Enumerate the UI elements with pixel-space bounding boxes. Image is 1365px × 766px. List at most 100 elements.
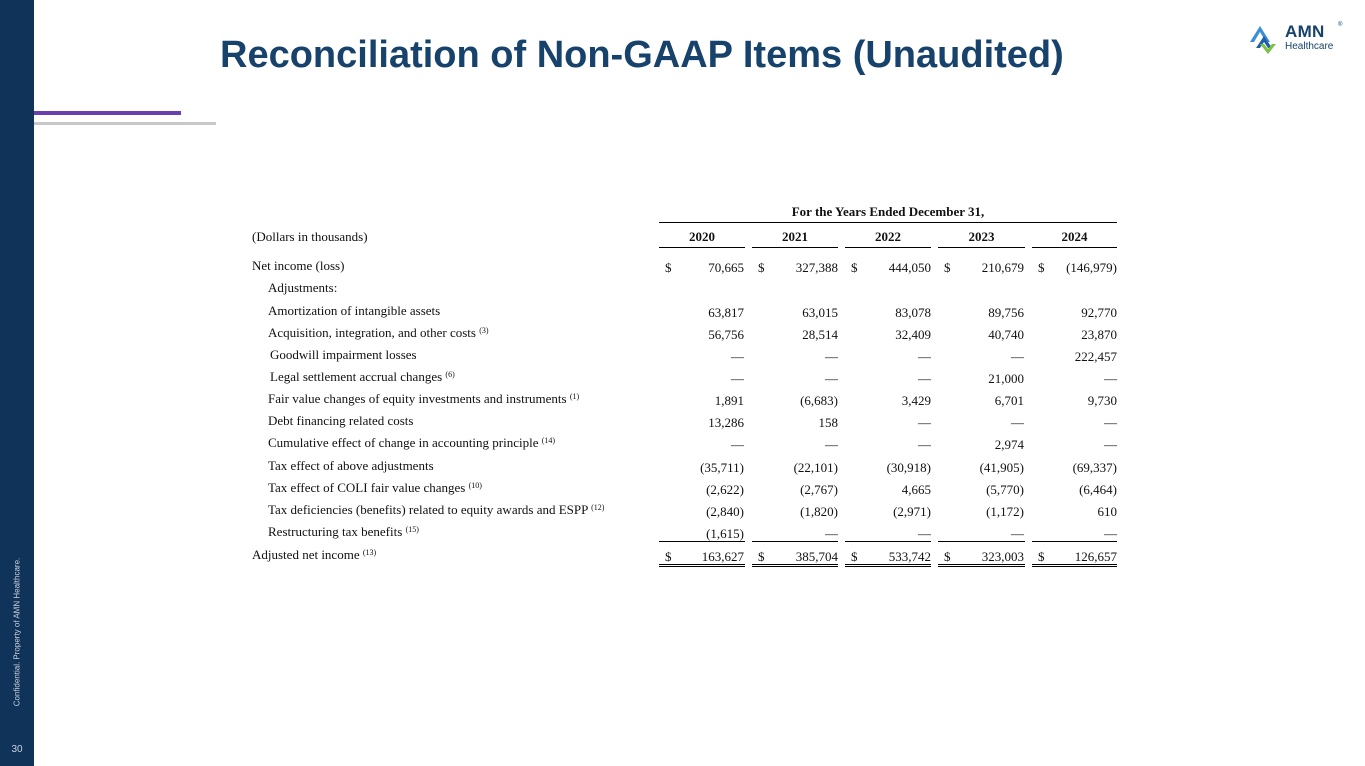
page-title: Reconciliation of Non-GAAP Items (Unaudi… [220,34,1064,76]
dollar-sign: $ [944,260,951,275]
cell-value-2022: 4,665 [901,482,931,497]
cell-value-2021: — [825,349,838,364]
table-row: Tax effect of COLI fair value changes (1… [0,480,1365,500]
title-accent-rule [34,111,181,115]
cell-value-2023: 2,974 [994,437,1024,452]
row-label: Tax effect of COLI fair value changes (1… [268,480,482,496]
year-header-2024: 2024 [1032,229,1117,248]
cell-value-2022: 32,409 [895,327,931,342]
row-label: Fair value changes of equity investments… [268,391,579,407]
cell-value-2022: 444,050 [888,260,931,275]
row-label-text: Tax effect of COLI fair value changes [268,480,466,495]
cell-value-2024: — [1104,415,1117,430]
total-double-rule [938,564,1025,567]
cell-value-2021: (22,101) [793,460,838,475]
footnote-ref: (12) [591,503,605,512]
units-label: (Dollars in thousands) [252,229,368,244]
year-header-2020: 2020 [659,229,745,248]
cell-value-2020: — [731,349,744,364]
year-header-2021: 2021 [752,229,838,248]
table-row: Tax deficiencies (benefits) related to e… [0,502,1365,522]
subtotal-rule [938,541,1025,542]
cell-value-2024: — [1104,526,1117,541]
subtotal-rule [659,541,745,542]
cell-value-2020: — [731,437,744,452]
row-label-text: Debt financing related costs [268,413,414,428]
cell-value-2024: 92,770 [1081,305,1117,320]
row-label-text: Acquisition, integration, and other cost… [268,325,476,340]
logo-name: AMN [1285,22,1325,41]
row-label: Adjustments: [268,280,337,296]
cell-value-2023: — [1011,415,1024,430]
row-label: Net income (loss) [252,258,344,274]
cell-value-2022: (2,971) [893,504,931,519]
cell-value-2020: (2,622) [706,482,744,497]
title-underline-rule [34,122,216,125]
cell-value-2024: 23,870 [1081,327,1117,342]
table-row: Net income (loss) $70,665 $327,388 $444,050… [0,258,1365,278]
subtotal-rule [752,541,838,542]
footnote-ref: (10) [468,481,482,490]
cell-value-2023: (41,905) [979,460,1024,475]
dollar-sign: $ [944,549,951,564]
row-label-text: Tax effect of above adjustments [268,458,434,473]
dollar-sign: $ [758,549,765,564]
cell-value-2021: 28,514 [802,327,838,342]
table-row: Legal settlement accrual changes (6) — — — 2… [0,369,1365,389]
dollar-sign: $ [665,549,672,564]
cell-value-2024: (146,979) [1066,260,1117,275]
footnote-ref: (14) [541,436,556,445]
total-double-rule [845,564,931,567]
total-double-rule [752,564,838,567]
row-label-text: Goodwill impairment losses [270,347,417,362]
row-label-text: Amortization of intangible assets [268,303,441,318]
total-double-rule [1032,564,1117,567]
cell-value-2021: 385,704 [795,549,838,564]
year-header-2022: 2022 [845,229,931,248]
cell-value-2024: 610 [1097,504,1118,519]
dollar-sign: $ [1038,549,1045,564]
cell-value-2023: 6,701 [994,393,1024,408]
subtotal-rule [1032,541,1117,542]
cell-value-2021: 158 [818,415,839,430]
table-row: Goodwill impairment losses — — — — 222,457 [0,347,1365,367]
footnote-ref: (13) [362,548,377,557]
cell-value-2024: 126,657 [1074,549,1117,564]
table-row: Tax effect of above adjustments (35,711) (… [0,458,1365,478]
cell-value-2022: 83,078 [895,305,931,320]
cell-value-2024: 222,457 [1074,349,1117,364]
cell-value-2020: (35,711) [700,460,744,475]
cell-value-2023: — [1011,526,1024,541]
cell-value-2021: 327,388 [795,260,838,275]
subtotal-rule [845,541,931,542]
period-header-rule [659,222,1117,223]
cell-value-2020: (1,615) [706,526,744,541]
cell-value-2022: — [918,526,931,541]
cell-value-2020: 63,817 [708,305,744,320]
page-number: 30 [11,744,23,755]
dollar-sign: $ [851,549,858,564]
cell-value-2023: 40,740 [988,327,1024,342]
cell-value-2024: (69,337) [1072,460,1117,475]
dollar-sign: $ [758,260,765,275]
footnote-ref: (15) [405,525,419,534]
cell-value-2024: (6,464) [1079,482,1117,497]
dollar-sign: $ [1038,260,1045,275]
cell-value-2022: — [918,415,931,430]
row-label: Cumulative effect of change in accountin… [268,435,555,451]
logo-subtitle: Healthcare [1285,41,1334,52]
cell-value-2021: (1,820) [800,504,838,519]
cell-value-2021: — [825,371,838,386]
table-row: Adjustments: [0,280,1365,300]
cell-value-2024: 9,730 [1087,393,1117,408]
cell-value-2021: 63,015 [802,305,838,320]
left-sidebar [0,0,34,766]
footnote-ref: (3) [479,326,489,335]
cell-value-2020: 163,627 [701,549,744,564]
row-label: Adjusted net income (13) [252,547,376,563]
cell-value-2022: — [918,349,931,364]
cell-value-2021: (6,683) [800,393,838,408]
table-row: Fair value changes of equity investments… [0,391,1365,411]
cell-value-2020: — [731,371,744,386]
row-label: Restructuring tax benefits (15) [268,524,419,540]
